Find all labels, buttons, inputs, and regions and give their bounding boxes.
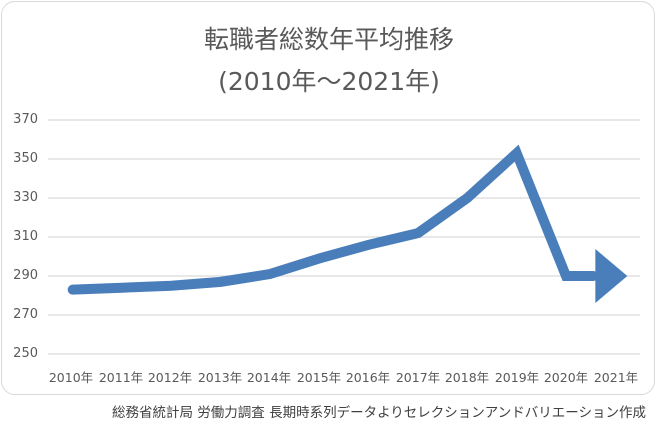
chart-subtitle: (2010年～2021年) [218, 67, 440, 96]
x-tick-label: 2015年 [296, 370, 342, 385]
y-tick-label: 350 [13, 151, 38, 166]
x-tick-label: 2013年 [197, 370, 243, 385]
x-tick-label: 2021年 [593, 370, 639, 385]
x-tick-label: 2018年 [444, 370, 490, 385]
y-tick-label: 290 [13, 268, 38, 283]
x-tick-label: 2019年 [494, 370, 540, 385]
x-tick-label: 2020年 [543, 370, 589, 385]
source-note: 総務省統計局 労働力調査 長期時系列データよりセレクションアンドバリエーション作… [111, 405, 646, 421]
x-tick-label: 2012年 [147, 370, 193, 385]
x-tick-label: 2010年 [48, 370, 94, 385]
y-tick-label: 270 [13, 307, 38, 322]
arrow-head-icon [595, 249, 628, 303]
x-tick-label: 2011年 [98, 370, 144, 385]
y-tick-label: 250 [13, 346, 38, 361]
y-tick-label: 330 [13, 190, 38, 205]
chart-title: 転職者総数年平均推移 [203, 25, 454, 54]
data-line [67, 144, 599, 295]
x-tick-label: 2014年 [246, 370, 292, 385]
y-tick-label: 310 [13, 229, 38, 244]
y-tick-label: 370 [13, 112, 38, 127]
x-tick-label: 2017年 [395, 370, 441, 385]
x-tick-label: 2016年 [345, 370, 391, 385]
